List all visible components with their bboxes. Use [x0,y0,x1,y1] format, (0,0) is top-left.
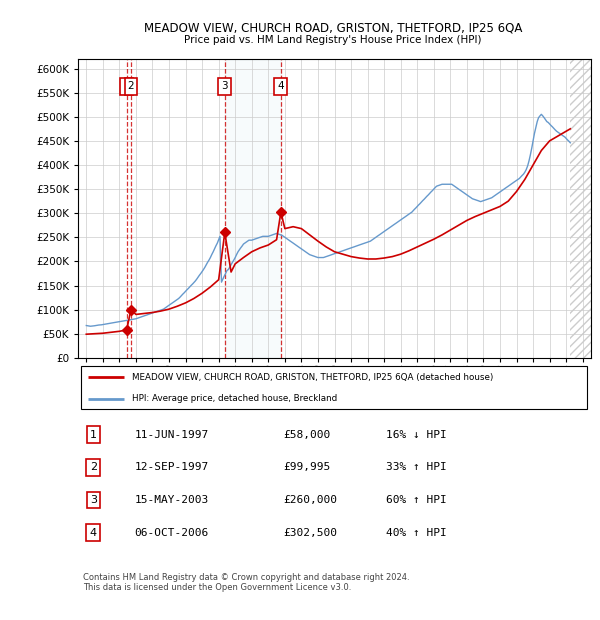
Text: £260,000: £260,000 [283,495,337,505]
Text: 06-OCT-2006: 06-OCT-2006 [134,528,209,538]
Text: 1: 1 [90,430,97,440]
Text: £58,000: £58,000 [283,430,331,440]
Text: 3: 3 [221,81,228,91]
Text: 16% ↓ HPI: 16% ↓ HPI [386,430,446,440]
Text: Price paid vs. HM Land Registry's House Price Index (HPI): Price paid vs. HM Land Registry's House … [184,35,482,45]
Text: £302,500: £302,500 [283,528,337,538]
Text: MEADOW VIEW, CHURCH ROAD, GRISTON, THETFORD, IP25 6QA: MEADOW VIEW, CHURCH ROAD, GRISTON, THETF… [144,22,522,35]
Text: 2: 2 [128,81,134,91]
Text: 12-SEP-1997: 12-SEP-1997 [134,463,209,472]
FancyBboxPatch shape [80,366,587,409]
Text: MEADOW VIEW, CHURCH ROAD, GRISTON, THETFORD, IP25 6QA (detached house): MEADOW VIEW, CHURCH ROAD, GRISTON, THETF… [132,373,493,382]
Text: Contains HM Land Registry data © Crown copyright and database right 2024.
This d: Contains HM Land Registry data © Crown c… [83,573,410,592]
Text: 60% ↑ HPI: 60% ↑ HPI [386,495,446,505]
Text: 4: 4 [278,81,284,91]
Text: 2: 2 [90,463,97,472]
Text: 4: 4 [90,528,97,538]
Text: HPI: Average price, detached house, Breckland: HPI: Average price, detached house, Brec… [132,394,337,404]
Text: 33% ↑ HPI: 33% ↑ HPI [386,463,446,472]
Bar [571,59,591,358]
Text: 1: 1 [124,81,130,91]
Text: 3: 3 [90,495,97,505]
Text: 11-JUN-1997: 11-JUN-1997 [134,430,209,440]
Text: 40% ↑ HPI: 40% ↑ HPI [386,528,446,538]
Bar [225,59,281,358]
Text: 15-MAY-2003: 15-MAY-2003 [134,495,209,505]
Text: £99,995: £99,995 [283,463,331,472]
